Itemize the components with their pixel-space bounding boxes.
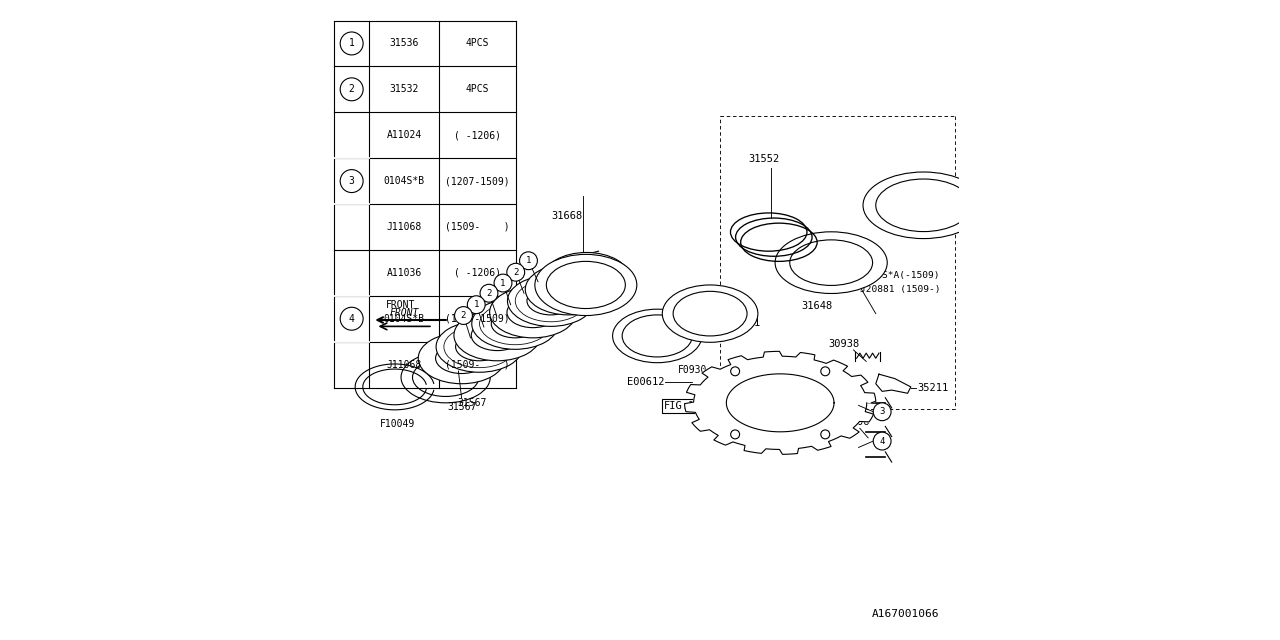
Text: E00612: E00612 — [627, 378, 664, 387]
Text: J11068: J11068 — [387, 360, 422, 370]
Text: 1: 1 — [500, 278, 506, 287]
Circle shape — [467, 296, 485, 314]
Text: F0930: F0930 — [678, 365, 708, 374]
Circle shape — [873, 403, 891, 420]
Text: 0104S*B: 0104S*B — [384, 314, 425, 324]
Text: 1: 1 — [526, 256, 531, 265]
Ellipse shape — [535, 254, 637, 316]
Text: 4: 4 — [879, 436, 884, 445]
Ellipse shape — [492, 310, 539, 338]
Text: (1207-1509): (1207-1509) — [445, 314, 509, 324]
Ellipse shape — [507, 275, 594, 326]
Circle shape — [820, 430, 829, 439]
Ellipse shape — [436, 321, 522, 372]
Ellipse shape — [472, 298, 558, 349]
Text: A11024: A11024 — [387, 130, 422, 140]
Text: 31552: 31552 — [749, 154, 780, 164]
Text: A11036: A11036 — [387, 268, 422, 278]
Text: 0104S*B: 0104S*B — [384, 176, 425, 186]
Ellipse shape — [525, 264, 612, 315]
Text: FRONT: FRONT — [389, 308, 419, 318]
Text: 31567: 31567 — [447, 401, 476, 412]
Circle shape — [340, 170, 364, 193]
Text: (1509-    ): (1509- ) — [445, 360, 509, 370]
Polygon shape — [685, 351, 876, 454]
Ellipse shape — [419, 333, 504, 384]
Text: ( -1206): ( -1206) — [454, 130, 500, 140]
Ellipse shape — [563, 264, 611, 292]
Circle shape — [340, 32, 364, 55]
Ellipse shape — [456, 333, 503, 361]
Polygon shape — [876, 374, 911, 394]
Circle shape — [494, 274, 512, 292]
Text: G90506: G90506 — [833, 417, 870, 427]
Text: 31668: 31668 — [552, 211, 582, 221]
Circle shape — [340, 307, 364, 330]
Ellipse shape — [527, 287, 575, 315]
Text: 31536: 31536 — [389, 38, 419, 49]
Text: 4: 4 — [348, 314, 355, 324]
Circle shape — [507, 263, 525, 281]
Text: J20881 (1509-): J20881 (1509-) — [860, 285, 941, 294]
Text: FIG.150-4: FIG.150-4 — [664, 401, 721, 411]
Text: (1509-    ): (1509- ) — [445, 222, 509, 232]
Text: 0104S*A(-1509): 0104S*A(-1509) — [860, 271, 941, 280]
Text: 30938: 30938 — [828, 339, 860, 349]
Text: 31521: 31521 — [730, 318, 760, 328]
Circle shape — [340, 78, 364, 100]
Ellipse shape — [543, 252, 630, 303]
Text: 31648: 31648 — [801, 301, 833, 311]
Text: 2: 2 — [461, 311, 466, 320]
Circle shape — [520, 252, 538, 269]
Circle shape — [873, 432, 891, 450]
Text: 4PCS: 4PCS — [466, 38, 489, 49]
Text: 1: 1 — [474, 300, 479, 309]
Ellipse shape — [863, 172, 984, 239]
Circle shape — [731, 430, 740, 439]
Circle shape — [454, 307, 472, 324]
Circle shape — [777, 384, 787, 394]
Text: J11068: J11068 — [387, 222, 422, 232]
Text: 31532: 31532 — [389, 84, 419, 94]
Ellipse shape — [662, 285, 758, 342]
Ellipse shape — [490, 287, 576, 338]
Text: 35211: 35211 — [918, 383, 948, 393]
Text: 31567: 31567 — [458, 397, 488, 408]
Text: F10049: F10049 — [380, 419, 416, 429]
Text: G91414: G91414 — [749, 364, 786, 374]
Text: 1: 1 — [348, 38, 355, 49]
Circle shape — [731, 367, 740, 376]
Text: 2: 2 — [348, 84, 355, 94]
Text: 4PCS: 4PCS — [466, 84, 489, 94]
Text: 3: 3 — [348, 176, 355, 186]
Circle shape — [480, 284, 498, 302]
Text: FRONT: FRONT — [387, 300, 416, 310]
Text: ( -1206): ( -1206) — [454, 268, 500, 278]
Text: 2: 2 — [513, 268, 518, 276]
Ellipse shape — [776, 232, 887, 294]
Text: 3: 3 — [879, 407, 884, 416]
Ellipse shape — [613, 309, 701, 363]
Ellipse shape — [454, 310, 540, 361]
Text: A167001066: A167001066 — [872, 609, 940, 620]
Circle shape — [820, 367, 829, 376]
Text: 2: 2 — [486, 289, 492, 298]
Text: (1207-1509): (1207-1509) — [445, 176, 509, 186]
